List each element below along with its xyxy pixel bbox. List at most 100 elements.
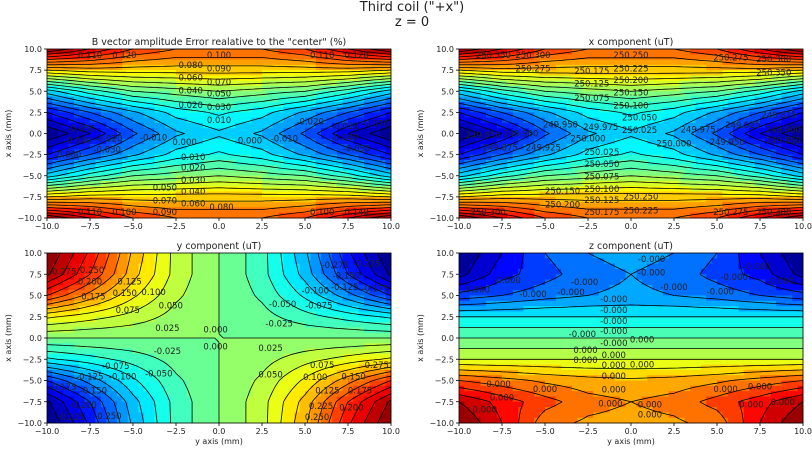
contour-cell bbox=[278, 54, 284, 60]
contour-cell bbox=[722, 49, 729, 55]
contour-cell bbox=[100, 117, 107, 124]
contour-cell bbox=[358, 202, 365, 208]
contour-cell bbox=[496, 49, 503, 55]
contour-cell bbox=[149, 196, 155, 203]
contour-cell bbox=[348, 133, 354, 140]
contour-cell bbox=[321, 253, 327, 259]
contour-cell bbox=[620, 170, 627, 177]
contour-cell bbox=[68, 207, 75, 214]
contour-cell bbox=[342, 149, 349, 156]
contour-cell bbox=[797, 107, 804, 113]
contour-cell bbox=[294, 170, 301, 177]
contour-cell bbox=[127, 175, 134, 182]
contour-cell bbox=[305, 133, 311, 140]
contour-cell bbox=[192, 112, 198, 119]
contour-cell bbox=[770, 64, 777, 71]
contour-cell bbox=[674, 196, 680, 203]
contour-cell bbox=[512, 59, 519, 66]
contour-cell bbox=[512, 149, 519, 156]
contour-cell bbox=[593, 186, 600, 192]
contour-cell bbox=[305, 122, 311, 129]
contour-cell bbox=[138, 258, 145, 265]
contour-cell bbox=[321, 101, 327, 108]
contour-cell bbox=[154, 128, 161, 134]
contour-cell bbox=[283, 59, 290, 66]
contour-cell bbox=[251, 306, 258, 312]
contour-cell bbox=[186, 165, 193, 171]
contour-cell bbox=[364, 138, 370, 145]
contour-cell bbox=[170, 144, 177, 150]
contour-cell bbox=[609, 138, 616, 145]
contour-cell bbox=[364, 75, 370, 82]
contour-cell bbox=[523, 75, 530, 82]
contour-cell bbox=[208, 117, 215, 124]
contour-cell bbox=[550, 202, 557, 208]
contour-cell bbox=[491, 191, 498, 198]
contour-cell bbox=[588, 96, 594, 103]
contour-cell bbox=[165, 128, 172, 134]
contour-cell bbox=[321, 274, 327, 280]
contour-cell bbox=[138, 85, 145, 92]
contour-cell bbox=[502, 170, 508, 177]
x-tick-label: 5.0 bbox=[711, 222, 724, 231]
contour-cell bbox=[272, 154, 279, 161]
contour-cell bbox=[116, 284, 123, 291]
contour-cell bbox=[127, 138, 134, 145]
contour-cell bbox=[143, 170, 150, 177]
contour-cell bbox=[754, 59, 761, 66]
contour-cell bbox=[679, 149, 686, 156]
contour-cell bbox=[380, 181, 387, 187]
contour-cell bbox=[240, 290, 247, 296]
contour-cell bbox=[545, 117, 551, 124]
contour-cell bbox=[208, 144, 215, 150]
contour-cell bbox=[695, 207, 702, 214]
contour-cell bbox=[539, 101, 546, 108]
contour-cell bbox=[68, 133, 75, 140]
contour-cell bbox=[690, 85, 696, 92]
contour-cell bbox=[555, 49, 562, 55]
contour-cell bbox=[229, 75, 236, 82]
contour-cell bbox=[647, 59, 653, 66]
contour-cell bbox=[245, 85, 252, 92]
contour-cell bbox=[776, 85, 782, 92]
contour-cell bbox=[170, 212, 177, 219]
contour-cell bbox=[502, 70, 508, 76]
contour-cell bbox=[256, 138, 263, 145]
contour-cell bbox=[609, 117, 616, 124]
contour-cell bbox=[192, 274, 198, 280]
contour-cell bbox=[727, 138, 734, 145]
contour-cell bbox=[358, 54, 365, 60]
contour-cell bbox=[310, 263, 317, 270]
contour-cell bbox=[240, 284, 247, 291]
contour-cell bbox=[331, 258, 338, 265]
contour-cell bbox=[374, 186, 381, 192]
contour-cell bbox=[358, 175, 365, 182]
contour-cell bbox=[614, 59, 621, 66]
contour-cell bbox=[518, 59, 524, 66]
contour-cell bbox=[186, 306, 193, 312]
contour-cell bbox=[625, 85, 632, 92]
contour-cell bbox=[385, 181, 392, 187]
contour-cell bbox=[57, 91, 64, 97]
contour-cell bbox=[534, 128, 541, 134]
contour-cell bbox=[321, 191, 327, 198]
contour-cell bbox=[283, 207, 290, 214]
contour-cell bbox=[545, 207, 551, 214]
contour-cell bbox=[502, 138, 508, 145]
contour-cell bbox=[202, 196, 209, 203]
contour-cell bbox=[625, 133, 632, 140]
contour-cell bbox=[545, 112, 551, 119]
contour-cell bbox=[342, 128, 349, 134]
contour-cell bbox=[380, 138, 387, 145]
contour-cell bbox=[545, 154, 551, 161]
contour-cell bbox=[550, 107, 557, 113]
contour-line bbox=[458, 112, 804, 155]
contour-cell bbox=[469, 170, 476, 177]
contour-cell bbox=[598, 181, 605, 187]
contour-cell bbox=[577, 49, 584, 55]
contour-cell bbox=[299, 128, 306, 134]
contour-cell bbox=[245, 284, 252, 291]
contour-cell bbox=[647, 170, 653, 177]
contour-cell bbox=[593, 191, 600, 198]
contour-cell bbox=[566, 170, 573, 177]
